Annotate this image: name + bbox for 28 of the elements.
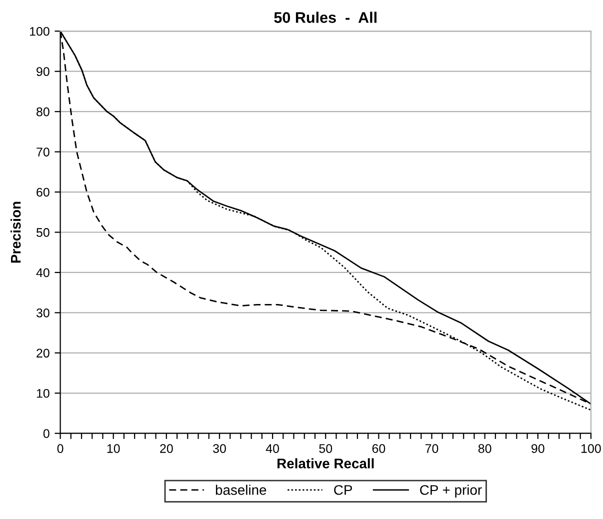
x-tick-label: 20 <box>160 444 173 453</box>
legend-label: CP <box>334 485 352 495</box>
x-tick-label: 70 <box>425 444 438 453</box>
x-tick-label: 100 <box>581 444 601 453</box>
x-tick-label: 80 <box>478 444 492 453</box>
y-tick-label: 30 <box>36 308 50 318</box>
x-tick-label: 60 <box>372 444 386 453</box>
x-tick-label: 40 <box>266 444 280 453</box>
y-tick-label: 100 <box>30 26 50 36</box>
chart-title: 50 Rules - All <box>274 12 376 23</box>
y-tick-label: 60 <box>36 188 50 197</box>
x-tick-label: 30 <box>213 444 226 453</box>
y-tick-label: 50 <box>36 228 50 237</box>
y-axis-title: Precision <box>10 202 21 263</box>
x-axis-title: Relative Recall <box>278 458 374 468</box>
x-tick-label: 90 <box>532 444 544 453</box>
y-tick-label: 80 <box>36 107 50 116</box>
y-tick-label: 0 <box>43 429 50 438</box>
x-tick-label: 50 <box>319 444 332 453</box>
y-tick-label: 20 <box>36 348 50 358</box>
y-tick-label: 90 <box>36 67 50 76</box>
legend-label: baseline <box>216 484 266 495</box>
x-tick-label: 0 <box>57 444 64 453</box>
x-tick-label: 10 <box>107 444 120 453</box>
legend-label: CP + prior <box>420 484 482 498</box>
y-tick-label: 40 <box>36 268 50 278</box>
y-tick-label: 70 <box>36 148 50 156</box>
y-tick-label: 10 <box>36 388 50 398</box>
